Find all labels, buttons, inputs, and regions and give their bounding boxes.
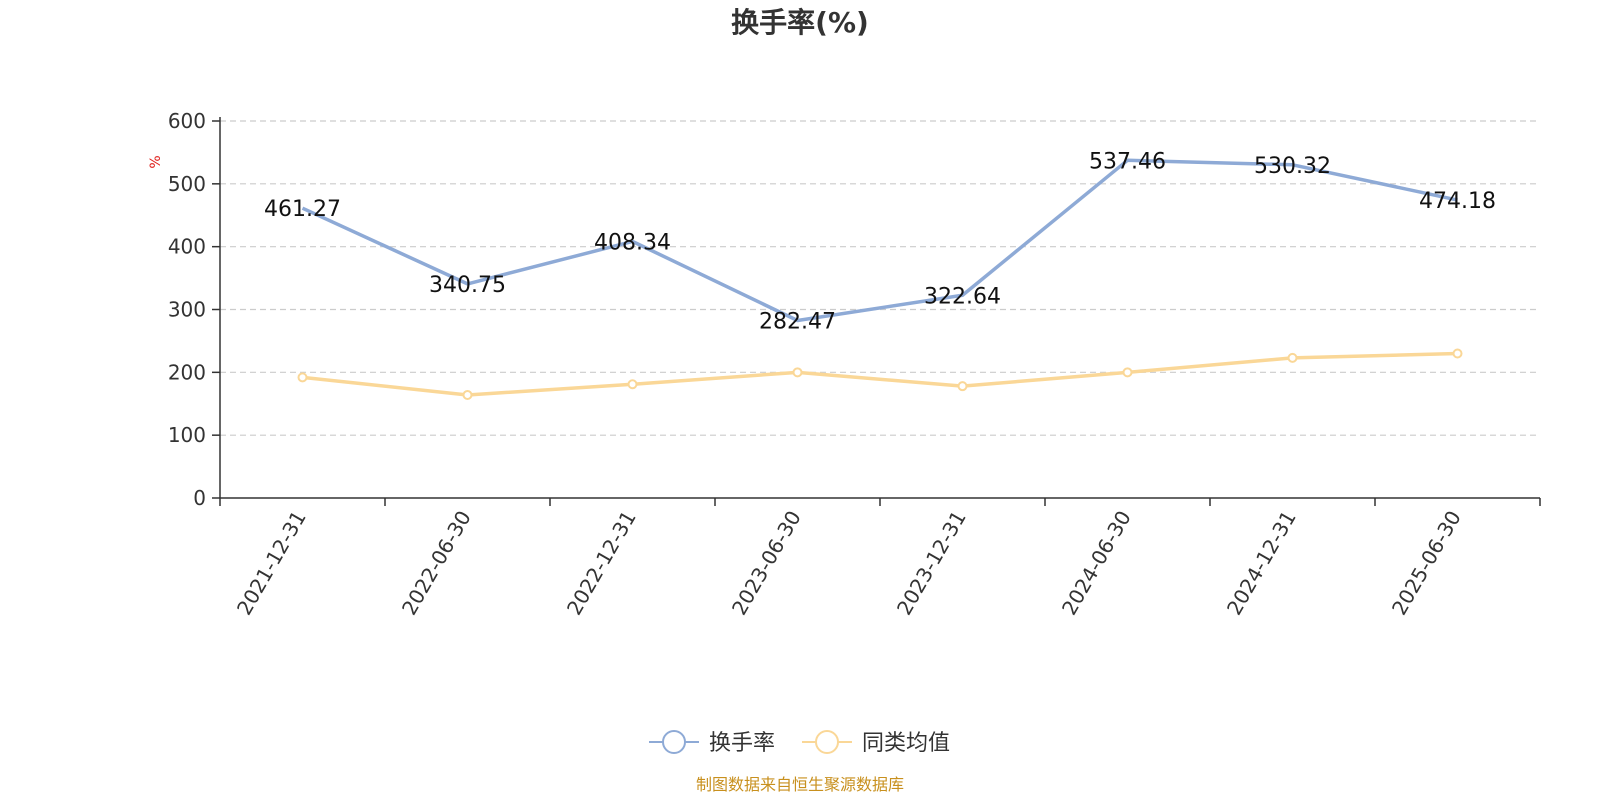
data-label: 474.18 bbox=[1419, 189, 1496, 214]
legend: 换手率 同类均值 bbox=[649, 730, 950, 756]
data-label: 282.47 bbox=[759, 310, 836, 335]
legend-marker-icon bbox=[662, 730, 686, 754]
source-note: 制图数据来自恒生聚源数据库 bbox=[696, 775, 904, 794]
data-point bbox=[957, 381, 968, 392]
y-tick-label: 200 bbox=[168, 360, 206, 384]
x-tick-label: 2023-06-30 bbox=[727, 507, 806, 620]
x-tick-label: 2023-12-31 bbox=[892, 507, 971, 620]
chart-title: 换手率(%) bbox=[731, 6, 869, 39]
data-label: 408.34 bbox=[594, 230, 671, 255]
y-tick-label: 0 bbox=[193, 486, 206, 510]
x-tick-label: 2022-06-30 bbox=[397, 507, 476, 620]
data-point bbox=[1452, 348, 1463, 359]
y-tick-label: 500 bbox=[168, 172, 206, 196]
axes: 0 100 200 300 400 500 600 2021-12-31 2022-06-30 2… bbox=[168, 109, 1541, 620]
x-tick-label: 2025-06-30 bbox=[1387, 507, 1466, 620]
x-tick-label: 2022-12-31 bbox=[562, 507, 641, 620]
data-label: 461.27 bbox=[264, 197, 341, 222]
y-axis-unit-label: % bbox=[148, 155, 164, 168]
y-tick-label: 400 bbox=[168, 235, 206, 259]
series-line-turnover bbox=[301, 158, 1458, 323]
data-point bbox=[1122, 367, 1133, 378]
series-lines bbox=[297, 158, 1463, 400]
legend-item-turnover[interactable]: 换手率 bbox=[649, 730, 775, 756]
x-tick-label: 2024-12-31 bbox=[1222, 507, 1301, 620]
legend-marker-icon bbox=[815, 730, 839, 754]
data-point bbox=[462, 389, 473, 400]
data-label: 322.64 bbox=[924, 284, 1001, 309]
data-labels: 461.27 340.75 408.34 282.47 322.64 537.46 530.… bbox=[264, 149, 1496, 334]
legend-label: 同类均值 bbox=[862, 731, 950, 756]
series-line-peer-average bbox=[302, 351, 1458, 397]
legend-item-peer-average[interactable]: 同类均值 bbox=[802, 730, 950, 756]
y-tick-label: 100 bbox=[168, 423, 206, 447]
data-point bbox=[1287, 352, 1298, 363]
x-tick-label: 2024-06-30 bbox=[1057, 507, 1136, 620]
data-label: 340.75 bbox=[429, 273, 506, 298]
y-tick-label: 300 bbox=[168, 298, 206, 322]
y-tick-label: 600 bbox=[168, 109, 206, 133]
data-label: 530.32 bbox=[1254, 154, 1331, 179]
legend-label: 换手率 bbox=[709, 731, 775, 756]
x-tick-label: 2021-12-31 bbox=[232, 507, 311, 620]
data-point bbox=[297, 372, 308, 383]
data-point bbox=[792, 367, 803, 378]
data-point bbox=[627, 379, 638, 390]
data-label: 537.46 bbox=[1089, 149, 1166, 174]
